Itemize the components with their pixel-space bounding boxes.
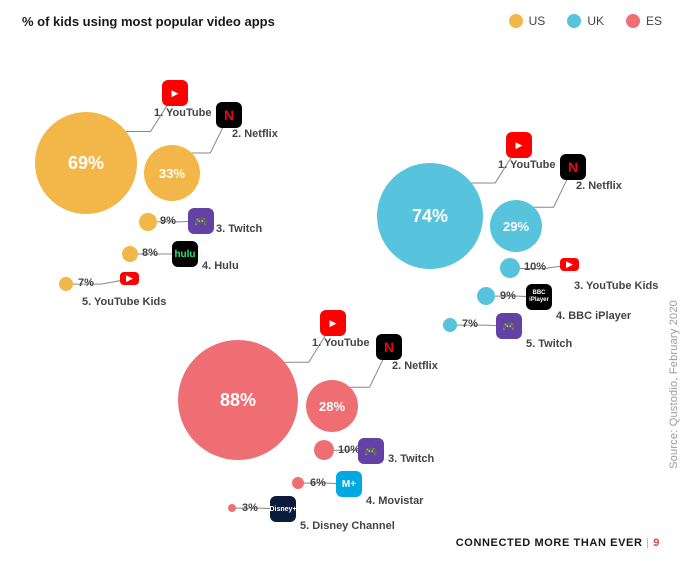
pct-es-3: 10% — [338, 444, 360, 456]
label-es-1: 1. YouTube — [312, 337, 369, 349]
bubble-us-4 — [122, 246, 138, 262]
twitch-icon — [358, 438, 384, 464]
label-uk-4: 4. BBC iPlayer — [556, 310, 631, 322]
pct-uk-4: 9% — [500, 290, 516, 302]
legend-label-us: US — [529, 14, 546, 28]
label-es-2: 2. Netflix — [392, 360, 438, 372]
legend-label-uk: UK — [587, 14, 604, 28]
bbc-icon — [526, 284, 552, 310]
pct-us-3: 9% — [160, 215, 176, 227]
bubble-us-3 — [139, 213, 157, 231]
legend-item-es: ES — [626, 14, 662, 28]
twitch-icon — [496, 313, 522, 339]
hulu-icon — [172, 241, 198, 267]
bubble-uk-1: 74% — [377, 163, 483, 269]
legend-dot-uk — [567, 14, 581, 28]
bubble-uk-4 — [477, 287, 495, 305]
label-es-4: 4. Movistar — [366, 495, 423, 507]
bubble-es-5 — [228, 504, 236, 512]
legend-item-us: US — [509, 14, 546, 28]
bubble-us-5 — [59, 277, 73, 291]
yt-icon — [560, 258, 579, 271]
yt-icon — [506, 132, 532, 158]
footer-page: 9 — [653, 537, 660, 549]
yt-icon — [120, 272, 139, 285]
nfx-icon — [560, 154, 586, 180]
nfx-icon — [376, 334, 402, 360]
legend-item-uk: UK — [567, 14, 604, 28]
label-uk-3: 3. YouTube Kids — [574, 280, 658, 292]
bubble-es-1: 88% — [178, 340, 298, 460]
label-es-3: 3. Twitch — [388, 453, 434, 465]
pct-us-4: 8% — [142, 247, 158, 259]
disney-icon — [270, 496, 296, 522]
chart-title: % of kids using most popular video apps — [22, 14, 275, 29]
label-uk-1: 1. YouTube — [498, 159, 555, 171]
pct-uk-3: 10% — [524, 261, 546, 273]
bubble-uk-5 — [443, 318, 457, 332]
movistar-icon — [336, 471, 362, 497]
legend: US UK ES — [509, 14, 662, 28]
page-footer: CONNECTED MORE THAN EVER | 9 — [456, 537, 660, 549]
bubble-us-2: 33% — [144, 145, 200, 201]
label-uk-2: 2. Netflix — [576, 180, 622, 192]
label-us-3: 3. Twitch — [216, 223, 262, 235]
legend-dot-us — [509, 14, 523, 28]
label-us-5: 5. YouTube Kids — [82, 296, 166, 308]
twitch-icon — [188, 208, 214, 234]
pct-es-5: 3% — [242, 502, 258, 514]
legend-label-es: ES — [646, 14, 662, 28]
bubble-uk-2: 29% — [490, 200, 542, 252]
label-uk-5: 5. Twitch — [526, 338, 572, 350]
bubble-es-2: 28% — [306, 380, 358, 432]
source-text: Source: Qustodio, February 2020 — [668, 300, 680, 469]
legend-dot-es — [626, 14, 640, 28]
bubble-us-1: 69% — [35, 112, 137, 214]
bubble-es-3 — [314, 440, 334, 460]
bubble-uk-3 — [500, 258, 520, 278]
label-us-4: 4. Hulu — [202, 260, 239, 272]
yt-icon — [162, 80, 188, 106]
label-es-5: 5. Disney Channel — [300, 520, 395, 532]
pct-us-5: 7% — [78, 277, 94, 289]
yt-icon — [320, 310, 346, 336]
bubble-es-4 — [292, 477, 304, 489]
nfx-icon — [216, 102, 242, 128]
label-us-1: 1. YouTube — [154, 107, 211, 119]
pct-es-4: 6% — [310, 477, 326, 489]
pct-uk-5: 7% — [462, 318, 478, 330]
label-us-2: 2. Netflix — [232, 128, 278, 140]
footer-text: CONNECTED MORE THAN EVER — [456, 537, 643, 549]
